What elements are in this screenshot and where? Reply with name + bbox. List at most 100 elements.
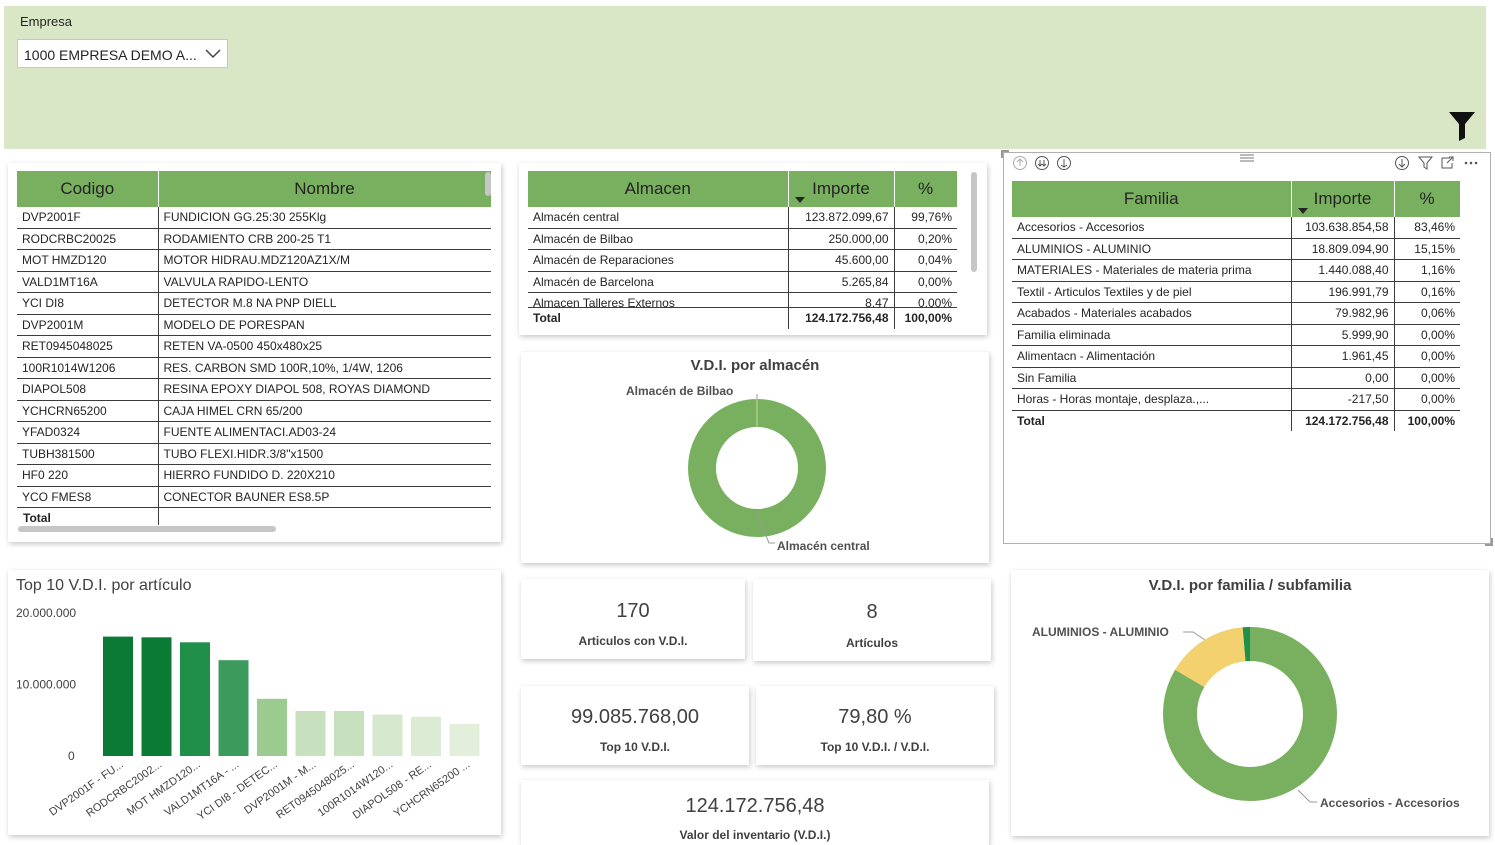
bar[interactable] — [218, 660, 249, 756]
col-header-importe-label: Importe — [1313, 189, 1372, 208]
bar[interactable] — [180, 642, 210, 756]
bar[interactable] — [295, 710, 326, 756]
nombre-cell: RESINA EPOXY DIAPOL 508, ROYAS DIAMOND — [158, 378, 491, 401]
familia-cell: Textil - Articulos Textiles y de piel — [1012, 281, 1292, 303]
table-row[interactable]: RET0945048025 RETEN VA-0500 450x480x25 — [17, 335, 491, 358]
nombre-cell: FUENTE ALIMENTACI.AD03-24 — [158, 421, 491, 444]
kpi-articulos-value: 8 — [866, 601, 878, 623]
codigo-cell: DVP2001F — [17, 207, 159, 229]
table-row[interactable]: YCI DI8 DETECTOR M.8 NA PNP DIELL — [17, 292, 491, 315]
empresa-dropdown[interactable]: 1000 EMPRESA DEMO A... — [17, 39, 228, 68]
table-row[interactable]: Acabados - Materiales acabados 79.982,96 0… — [1012, 302, 1460, 325]
empresa-selected-value: 1000 EMPRESA DEMO A... — [24, 47, 197, 63]
table-row[interactable]: VALD1MT16A VALVULA RAPIDO-LENTO — [17, 271, 491, 293]
table-row[interactable]: Textil - Articulos Textiles y de piel 196… — [1012, 281, 1460, 303]
table-row[interactable]: DVP2001F FUNDICION GG.25:30 255Klg — [17, 207, 491, 229]
importe-cell: 18.809.094,90 — [1291, 238, 1395, 260]
drag-handle-icon[interactable] — [1239, 153, 1255, 163]
visual-options-icons[interactable] — [1394, 155, 1484, 171]
familia-total-percent: 100,00% — [1407, 413, 1455, 428]
kpi-valor-value: 124.172.756,48 — [685, 795, 825, 817]
table-row[interactable]: Alimentacn - Alimentación 1.961,45 0,00% — [1012, 345, 1460, 368]
table-row[interactable]: Almacen Talleres Externos 8,47 0,00% — [528, 292, 957, 307]
bar[interactable] — [334, 710, 364, 756]
table-row[interactable]: Familia eliminada 5.999,90 0,00% — [1012, 324, 1460, 346]
table-row[interactable]: HF0 220 HIERRO FUNDIDO D. 220X210 — [17, 464, 491, 487]
familia-table: Familia Importe % Accesorios - Accesorio… — [1012, 181, 1461, 431]
table-row[interactable]: ALUMINIOS - ALUMINIO 18.809.094,90 15,15% — [1012, 238, 1460, 260]
table-row[interactable]: Horas - Horas montaje, desplaza.,... -217… — [1012, 388, 1460, 411]
col-header-nombre[interactable]: Nombre — [158, 171, 492, 207]
percent-cell: 0,00% — [1394, 388, 1460, 411]
donut-label-accesorios: Accesorios - Accesorios — [1320, 796, 1460, 810]
table-row[interactable]: Almacén de Bilbao 250.000,00 0,20% — [528, 228, 957, 250]
col-header-importe[interactable]: Importe — [1291, 181, 1395, 217]
almacen-vertical-scrollbar[interactable] — [971, 172, 977, 272]
bar[interactable] — [141, 637, 172, 756]
bar[interactable] — [411, 716, 441, 756]
col-header-importe[interactable]: Importe — [788, 171, 895, 207]
table-row[interactable]: RODCRBC20025 RODAMIENTO CRB 200-25 T1 — [17, 228, 491, 250]
kpi-top10-label: Top 10 V.D.I. — [599, 740, 671, 754]
table-row[interactable]: DIAPOL508 RESINA EPOXY DIAPOL 508, ROYAS … — [17, 378, 491, 401]
bar[interactable] — [257, 698, 287, 756]
drill-icons[interactable] — [1012, 155, 1078, 171]
kpi-articulos-card: 8 Artículos — [753, 579, 991, 661]
bar[interactable] — [449, 723, 480, 756]
almacen-total-label: Total — [528, 307, 789, 329]
donut-almacen-chart[interactable] — [521, 352, 989, 563]
table-row[interactable]: TUBH381500 TUBO FLEXI.HIDR.3/8"x1500 — [17, 443, 491, 465]
percent-cell: 0,06% — [1394, 302, 1460, 325]
familia-table-card[interactable]: Familia Importe % Accesorios - Accesorio… — [1001, 150, 1493, 546]
importe-cell: 5.265,84 — [788, 271, 895, 293]
col-header-percent[interactable]: % — [1394, 181, 1461, 217]
nombre-cell: TUBO FLEXI.HIDR.3/8"x1500 — [158, 443, 491, 465]
col-header-almacen[interactable]: Almacen — [528, 171, 789, 207]
codigo-cell: RET0945048025 — [17, 335, 159, 358]
percent-cell: 0,04% — [894, 249, 957, 272]
sort-desc-icon — [1297, 208, 1308, 214]
almacen-cell: Almacen Talleres Externos — [528, 292, 789, 307]
familia-cell: Familia eliminada — [1012, 324, 1292, 346]
nombre-cell: CAJA HIMEL CRN 65/200 — [158, 400, 491, 422]
table-row[interactable]: Almacén central 123.872.099,67 99,76% — [528, 207, 957, 229]
col-header-percent[interactable]: % — [894, 171, 957, 207]
table-row[interactable]: YFAD0324 FUENTE ALIMENTACI.AD03-24 — [17, 421, 491, 444]
table-row[interactable]: Almacén de Reparaciones 45.600,00 0,04% — [528, 249, 957, 272]
bar[interactable] — [103, 636, 133, 756]
table-row[interactable]: 100R1014W1206 RES. CARBON SMD 100R,10%, 1… — [17, 357, 491, 379]
percent-cell: 1,16% — [1394, 259, 1460, 282]
kpi-top10-pct-label: Top 10 V.D.I. / V.D.I. — [820, 740, 930, 754]
donut-slice-almacen-central[interactable] — [688, 399, 826, 537]
leader-line — [756, 513, 775, 544]
kpi-top10-pct-card: 79,80 % Top 10 V.D.I. / V.D.I. — [756, 686, 994, 765]
importe-cell: 196.991,79 — [1291, 281, 1395, 303]
col-header-codigo[interactable]: Codigo — [17, 171, 159, 207]
familia-cell: Accesorios - Accesorios — [1012, 217, 1292, 239]
familia-cell: ALUMINIOS - ALUMINIO — [1012, 238, 1292, 260]
articles-horizontal-scrollbar[interactable] — [18, 526, 276, 532]
table-row[interactable]: Almacén de Barcelona 5.265,84 0,00% — [528, 271, 957, 293]
table-row[interactable]: YCO FMES8 CONECTOR BAUNER ES8.5P — [17, 486, 491, 508]
col-header-familia[interactable]: Familia — [1012, 181, 1292, 217]
bar[interactable] — [372, 714, 403, 756]
table-row[interactable]: MATERIALES - Materiales de materia prima… — [1012, 259, 1460, 282]
donut-familia-chart[interactable] — [1011, 570, 1489, 836]
donut-slice-others[interactable] — [1163, 627, 1337, 801]
table-row[interactable]: YCHCRN65200 CAJA HIMEL CRN 65/200 — [17, 400, 491, 422]
articles-vertical-scrollbar[interactable] — [485, 172, 491, 196]
table-row[interactable]: Accesorios - Accesorios 103.638.854,58 83,… — [1012, 217, 1460, 239]
familia-total-importe: 124.172.756,48 — [1291, 410, 1395, 431]
kpi-valor-card: 124.172.756,48 Valor del inventario (V.D… — [521, 780, 989, 845]
codigo-cell: YFAD0324 — [17, 421, 159, 444]
table-row[interactable]: Sin Familia 0,00 0,00% — [1012, 367, 1460, 389]
resize-handle[interactable] — [1485, 538, 1493, 546]
resize-handle[interactable] — [1001, 150, 1009, 158]
table-row[interactable]: DVP2001M MODELO DE PORESPAN — [17, 314, 491, 336]
nombre-cell: DETECTOR M.8 NA PNP DIELL — [158, 292, 491, 315]
y-tick-label: 0 — [68, 749, 75, 763]
importe-cell: 1.961,45 — [1291, 345, 1395, 368]
filter-icon[interactable] — [1447, 110, 1477, 142]
table-row[interactable]: MOT HMZD120 MOTOR HIDRAU.MDZ120AZ1X/M — [17, 249, 491, 272]
